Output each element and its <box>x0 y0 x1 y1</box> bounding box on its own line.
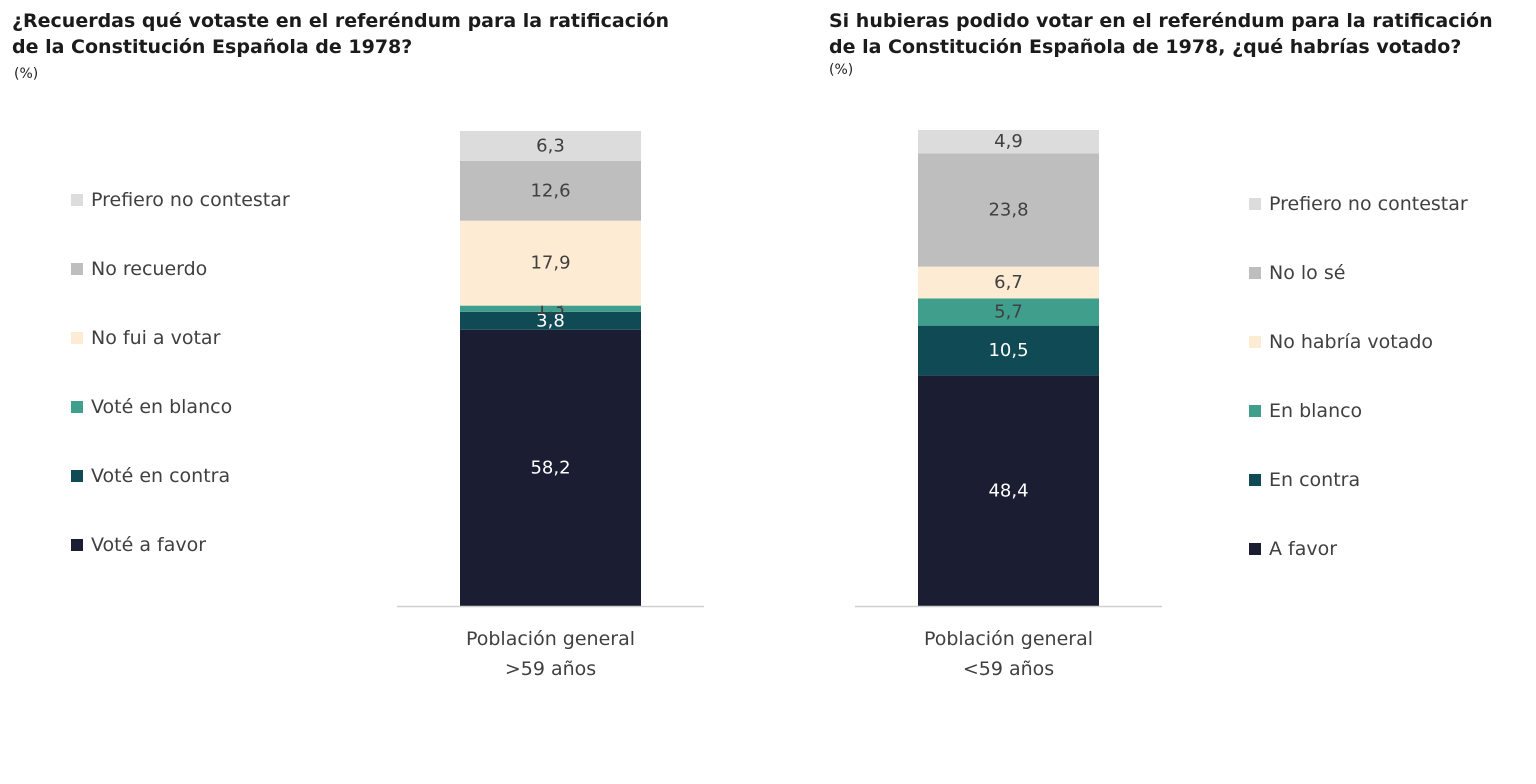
legend-label: No fui a votar <box>91 326 221 349</box>
data-label-right-0: 48,4 <box>988 480 1028 501</box>
bar-segment-left-1 <box>460 311 641 330</box>
legend-swatch <box>71 400 83 413</box>
legend-swatch <box>1249 266 1261 279</box>
data-label-left-4: 12,6 <box>530 180 570 201</box>
legend-label: Prefiero no contestar <box>1269 192 1468 215</box>
chart-unit-left: (%) <box>14 66 39 82</box>
bar-segment-right-5 <box>918 130 1099 154</box>
category-label-right-line-2: <59 años <box>963 658 1054 680</box>
legend-item-left-2: No fui a votar <box>71 303 290 372</box>
legend-label: No lo sé <box>1269 261 1346 284</box>
data-label-left-3: 17,9 <box>530 253 570 274</box>
legend-item-right-1: No lo sé <box>1249 238 1468 307</box>
bar-segment-left-3 <box>460 220 641 306</box>
legend-label: No habría votado <box>1269 330 1434 353</box>
chart-title-right-line-2: de la Constitución Española de 1978, ¿qu… <box>829 36 1462 58</box>
legend-swatch <box>71 469 83 482</box>
legend-label: No recuerdo <box>91 257 208 280</box>
legend-item-left-1: No recuerdo <box>71 234 290 303</box>
bar-segment-left-0 <box>460 329 641 606</box>
chart-title-right-line-1: Si hubieras podido votar en el referéndu… <box>829 10 1493 32</box>
chart-title-left: ¿Recuerdas qué votaste en el referéndum … <box>12 8 712 60</box>
legend-item-right-4: En contra <box>1249 445 1468 514</box>
legend-item-left-5: Voté a favor <box>71 510 290 579</box>
legend-left: Prefiero no contestar No recuerdo No fui a… <box>71 165 290 579</box>
data-label-left-5: 6,3 <box>536 135 565 156</box>
data-label-right-3: 6,7 <box>994 272 1023 293</box>
legend-swatch <box>1249 335 1261 348</box>
chart-title-left-line-1: ¿Recuerdas qué votaste en el referéndum … <box>12 10 670 32</box>
category-label-left-line-2: >59 años <box>505 658 596 680</box>
category-label-left-line-1: Población general <box>466 628 635 650</box>
chart-title-right: Si hubieras podido votar en el referéndu… <box>829 8 1529 60</box>
legend-item-left-4: Voté en contra <box>71 441 290 510</box>
category-label-right-line-1: Población general <box>924 628 1093 650</box>
legend-item-right-3: En blanco <box>1249 376 1468 445</box>
bar-segment-left-2 <box>460 305 641 312</box>
bar-segment-right-3 <box>918 266 1099 299</box>
legend-item-left-0: Prefiero no contestar <box>71 165 290 234</box>
bar-segment-right-2 <box>918 298 1099 326</box>
legend-swatch <box>1249 197 1261 210</box>
legend-swatch <box>71 262 83 275</box>
bar-segment-right-0 <box>918 375 1099 606</box>
legend-swatch <box>71 331 83 344</box>
legend-item-right-2: No habría votado <box>1249 307 1468 376</box>
data-label-left-1: 3,8 <box>536 310 565 331</box>
legend-item-left-3: Voté en blanco <box>71 372 290 441</box>
legend-swatch <box>1249 542 1261 555</box>
legend-label: A favor <box>1269 537 1338 560</box>
legend-item-right-5: A favor <box>1249 514 1468 583</box>
data-label-right-1: 10,5 <box>988 340 1028 361</box>
legend-label: Voté en contra <box>91 464 231 487</box>
legend-label: Voté en blanco <box>91 395 233 418</box>
legend-swatch <box>1249 404 1261 417</box>
legend-label: En blanco <box>1269 399 1363 422</box>
chart-unit-right: (%) <box>829 62 854 78</box>
legend-swatch <box>1249 473 1261 486</box>
bar-segment-right-4 <box>918 153 1099 267</box>
legend-label: En contra <box>1269 468 1361 491</box>
chart-title-left-line-2: de la Constitución Española de 1978? <box>12 36 413 58</box>
legend-swatch <box>71 193 83 206</box>
data-label-right-2: 5,7 <box>994 302 1023 323</box>
legend-label: Prefiero no contestar <box>91 188 290 211</box>
legend-swatch <box>71 538 83 551</box>
data-label-left-0: 58,2 <box>530 457 570 478</box>
legend-item-right-0: Prefiero no contestar <box>1249 169 1468 238</box>
bar-segment-left-5 <box>460 131 641 161</box>
data-label-right-4: 23,8 <box>988 199 1028 220</box>
bar-segment-left-4 <box>460 160 641 221</box>
bar-segment-right-1 <box>918 325 1099 376</box>
legend-label: Voté a favor <box>91 533 207 556</box>
legend-right: Prefiero no contestar No lo sé No habría v… <box>1249 169 1468 583</box>
data-label-right-5: 4,9 <box>994 131 1023 152</box>
